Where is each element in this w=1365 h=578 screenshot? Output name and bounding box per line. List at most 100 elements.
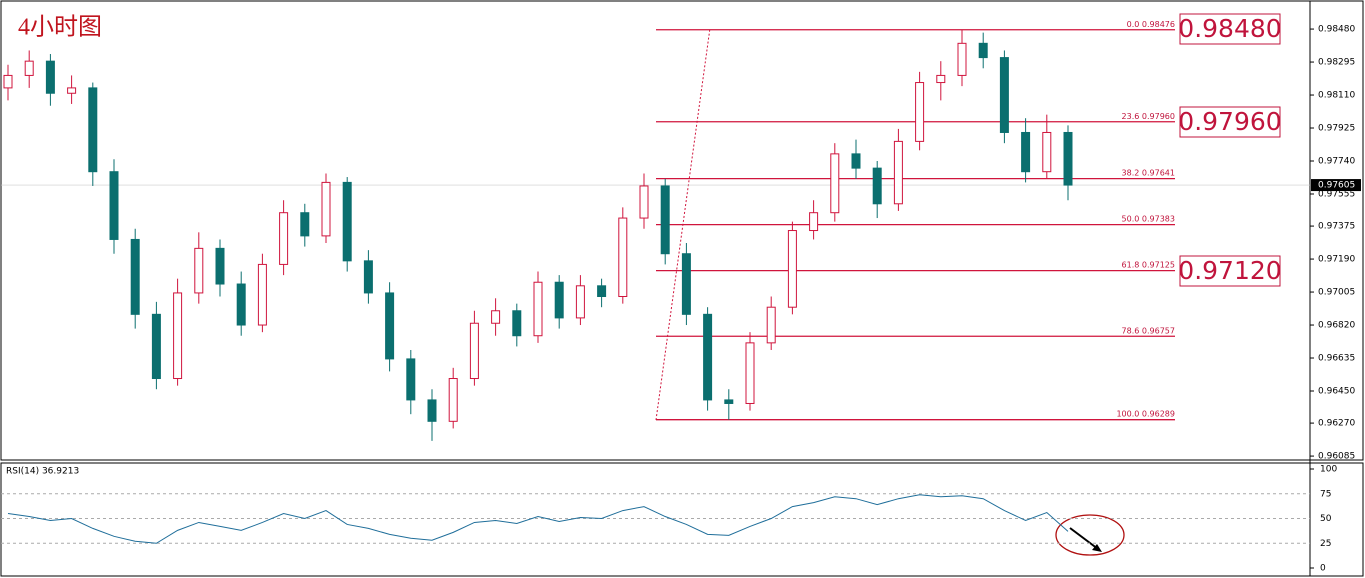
rsi-label: RSI(14) 36.9213 [6, 467, 79, 477]
candle-body [533, 281, 543, 337]
fib-price: 0.97641 [1142, 168, 1175, 177]
y-tick-label: 0.96450 [1318, 387, 1355, 397]
arrow-head [1092, 544, 1102, 552]
y-tick-label: 0.98295 [1318, 58, 1355, 68]
candle-body [173, 292, 183, 380]
candle-body [215, 247, 225, 285]
candle-body [639, 185, 649, 219]
candle-body [342, 181, 352, 262]
candle-body [830, 153, 840, 214]
fib-ratio: 38.2 [1122, 168, 1140, 177]
annotation: 0.98480 [1178, 14, 1281, 43]
y-tick-label: 0.97740 [1318, 157, 1355, 167]
fib-ratio: 61.8 [1122, 260, 1140, 269]
candle-body [363, 260, 373, 294]
candle-body [1063, 131, 1073, 186]
fib-label: 50.0 0.97383 [1122, 214, 1175, 223]
fib-ratio: 50.0 [1122, 214, 1140, 223]
chart-title: 4小时图 [18, 14, 102, 41]
candle-body [618, 217, 628, 298]
fib-trendline [655, 27, 711, 421]
y-tick-label: 0.96270 [1318, 419, 1355, 429]
candle-body [915, 82, 925, 142]
rsi-pane [0, 462, 1364, 577]
candle-body [67, 87, 77, 94]
fib-ratio: 78.6 [1122, 326, 1140, 335]
candle-body [236, 283, 246, 326]
fib-price: 0.96757 [1142, 326, 1175, 335]
annotation-box [1179, 13, 1281, 45]
annotation-box [1179, 106, 1281, 138]
fib-ratio: 0.0 [1127, 19, 1140, 28]
candle-body [978, 42, 988, 59]
candle-body [660, 185, 670, 255]
current-price-label: 0.97605 [1318, 181, 1355, 191]
candle-body [554, 281, 564, 319]
candle-body [406, 358, 416, 401]
candle-body [427, 399, 437, 422]
rsi-tick-label: 25 [1320, 539, 1331, 549]
candle-body [787, 230, 797, 308]
candle-body [893, 140, 903, 205]
y-tick-label: 0.96820 [1318, 321, 1355, 331]
current-price-box [1311, 179, 1361, 192]
fib-ratio: 23.6 [1122, 111, 1140, 120]
arrow [1069, 527, 1099, 550]
fib-label: 38.2 0.97641 [1122, 168, 1175, 177]
price-pane [0, 0, 1364, 461]
candle-body [491, 310, 501, 324]
candle-body [151, 313, 161, 380]
candle-body [3, 74, 13, 89]
candle-body [766, 306, 776, 344]
y-tick-label: 0.98110 [1318, 91, 1355, 101]
y-tick-label: 0.97925 [1318, 124, 1355, 134]
y-tick-label: 0.97555 [1318, 189, 1355, 199]
candle-body [469, 322, 479, 380]
rsi-line [7, 494, 1069, 544]
candle-body [1042, 131, 1052, 173]
candle-body [872, 167, 882, 205]
rsi-tick-label: 0 [1320, 564, 1326, 574]
y-tick-label: 0.97005 [1318, 288, 1355, 298]
candle-body [936, 74, 946, 84]
candle-body [597, 285, 607, 298]
y-tick-label: 0.97190 [1318, 255, 1355, 265]
fib-label: 23.6 0.97960 [1122, 111, 1175, 120]
y-tick-label: 0.96085 [1318, 452, 1355, 462]
candle-body [448, 378, 458, 422]
y-tick-label: 0.96635 [1318, 354, 1355, 364]
candle-body [724, 399, 734, 404]
annotation-box [1179, 255, 1281, 287]
candle-body [999, 57, 1009, 133]
annotation: 0.97120 [1178, 256, 1281, 285]
fib-ratio: 100.0 [1116, 409, 1139, 418]
fib-label: 78.6 0.96757 [1122, 326, 1175, 335]
fib-label: 0.0 0.98476 [1127, 19, 1175, 28]
rsi-tick-label: 100 [1320, 465, 1337, 475]
fib-label: 61.8 0.97125 [1122, 260, 1175, 269]
candle-body [130, 238, 140, 315]
candle-body [703, 313, 713, 401]
candle-body [851, 153, 861, 169]
candle-body [745, 342, 755, 404]
candle-body [957, 42, 967, 76]
rsi-tick-label: 75 [1320, 489, 1331, 499]
candle-body [809, 212, 819, 232]
fib-price: 0.96289 [1142, 409, 1175, 418]
y-tick-label: 0.98480 [1318, 25, 1355, 35]
candle-body [512, 310, 522, 337]
candle-body [681, 253, 691, 315]
candle-body [1021, 131, 1031, 173]
candle-body [279, 212, 289, 265]
highlight-ellipse [1055, 514, 1125, 556]
candle-body [45, 60, 55, 94]
fib-label: 100.0 0.96289 [1116, 409, 1175, 418]
candle-body [575, 285, 585, 319]
candle-body [194, 247, 204, 294]
fib-price: 0.97125 [1142, 260, 1175, 269]
annotation: 0.97960 [1178, 107, 1281, 136]
candle-body [321, 181, 331, 237]
candle-body [24, 60, 34, 76]
fib-price: 0.97960 [1142, 111, 1175, 120]
